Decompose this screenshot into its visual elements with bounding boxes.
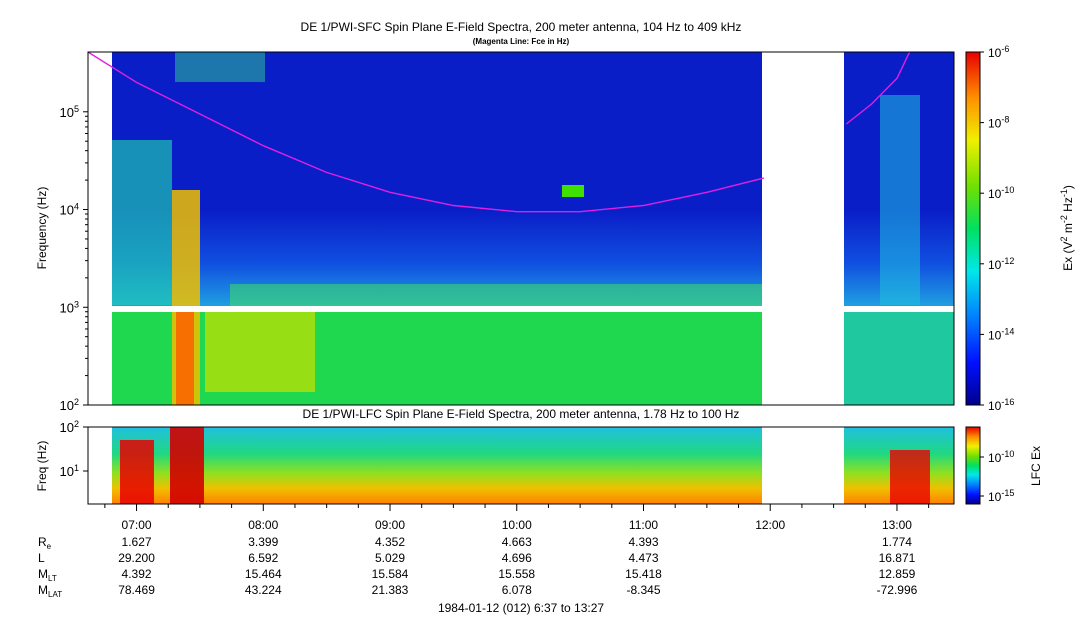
sfc-y-axis: 102 103 104 105 [60, 104, 88, 413]
sfc-emission-cyan-2 [880, 95, 920, 305]
lfc-colorbar-label: LFC Ex [1029, 446, 1043, 486]
time-axis: 07:00 08:00 09:00 10:00 11:00 12:00 13:00 [104, 504, 930, 532]
ephemeris-value: 15.584 [372, 567, 409, 581]
lfc-colorbar-tick-label: 10-10 [988, 449, 1014, 465]
lfc-spectrogram [88, 427, 954, 504]
sfc-emission-warm-2 [205, 312, 315, 392]
lfc-frame [87, 426, 955, 505]
ephemeris-value: 16.871 [879, 551, 916, 565]
lfc-burst-3 [890, 450, 930, 504]
ephemeris-value: 78.469 [118, 583, 155, 597]
ephemeris-row-name: L [38, 551, 45, 565]
ephemeris-value: -8.345 [626, 583, 660, 597]
sfc-colorbar-tick-label: 10-8 [988, 115, 1009, 131]
ephemeris-value: 3.399 [248, 535, 278, 549]
ephemeris-value: 4.473 [628, 551, 658, 565]
ephemeris-value: 12.859 [879, 567, 916, 581]
sfc-y-tick-label: 102 [60, 397, 79, 413]
lfc-burst-2 [170, 427, 204, 504]
sfc-colorbar-tick-label: 10-12 [988, 256, 1014, 272]
ephemeris-row-name: Re [38, 535, 52, 551]
sfc-y-label: Frequency (Hz) [35, 187, 49, 270]
sfc-colorbar-ticks: 10-6 10-8 10-10 10-12 10-14 10-16 [980, 44, 1014, 413]
ephemeris-value: 4.663 [502, 535, 532, 549]
ephemeris-value: 1.627 [122, 535, 152, 549]
ephemeris-value: -72.996 [877, 583, 918, 597]
sfc-colorbar-tick-label: 10-10 [988, 185, 1014, 201]
time-tick-label: 07:00 [122, 518, 152, 532]
lfc-y-tick-label: 101 [60, 463, 79, 479]
ephemeris-value: 4.393 [628, 535, 658, 549]
sfc-emission-hot-1 [176, 312, 194, 405]
sfc-freq-gap [88, 306, 954, 312]
ephemeris-value: 15.464 [245, 567, 282, 581]
lfc-title: DE 1/PWI-LFC Spin Plane E-Field Spectra,… [303, 407, 740, 421]
sfc-emission-band-2kHz [230, 284, 762, 306]
ephemeris-value: 4.352 [375, 535, 405, 549]
ephemeris-value: 4.696 [502, 551, 532, 565]
sfc-y-tick-label: 104 [60, 202, 79, 218]
ephemeris-value: 6.078 [502, 583, 532, 597]
sfc-spectrogram [88, 52, 954, 405]
ephemeris-value: 4.392 [122, 567, 152, 581]
sfc-subtitle: (Magenta Line: Fce in Hz) [473, 37, 570, 46]
lfc-colorbar-ticks: 10-10 10-15 [980, 449, 1014, 504]
lfc-data-region-1 [112, 427, 762, 504]
sfc-colorbar-tick-label: 10-6 [988, 44, 1009, 60]
sfc-colorbar-tick-label: 10-14 [988, 326, 1014, 342]
ephemeris-row-name: MLT [38, 567, 57, 583]
time-tick-label: 10:00 [502, 518, 532, 532]
sfc-colorbar-label: Ex (V2 m-2 Hz-1) [1059, 185, 1075, 271]
lfc-colorbar [965, 426, 981, 505]
ephemeris-value: 5.029 [375, 551, 405, 565]
sfc-y-tick-label: 105 [60, 104, 79, 120]
ephemeris-value: 29.200 [118, 551, 155, 565]
time-tick-label: 08:00 [248, 518, 278, 532]
sfc-y-tick-label: 103 [60, 299, 79, 315]
sfc-lowband-2 [844, 312, 954, 405]
lfc-burst-1 [120, 440, 154, 504]
sfc-title: DE 1/PWI-SFC Spin Plane E-Field Spectra,… [301, 20, 742, 34]
fce-magenta-line [88, 52, 765, 213]
sfc-narrowband-10kHz [562, 185, 584, 197]
ephemeris-value: 1.774 [882, 535, 912, 549]
ephemeris-value: 43.224 [245, 583, 282, 597]
sfc-frame [87, 51, 955, 406]
date-range-footer: 1984-01-12 (012) 6:37 to 13:27 [438, 601, 604, 615]
fce-magenta-line-segment-2 [845, 52, 911, 125]
sfc-colorbar [965, 51, 981, 406]
ephemeris-value: 21.383 [372, 583, 409, 597]
ephemeris-table: Re 1.627 3.399 4.352 4.663 4.393 1.774 L 29.200 6… [38, 535, 918, 599]
time-tick-label: 13:00 [882, 518, 912, 532]
ephemeris-row-name: MLAT [38, 583, 62, 599]
ephemeris-value: 15.418 [625, 567, 662, 581]
lfc-y-label: Freq (Hz) [35, 441, 49, 492]
sfc-colorbar-tick-label: 10-16 [988, 397, 1014, 413]
time-tick-label: 11:00 [629, 518, 658, 532]
sfc-emission-top [175, 52, 265, 82]
lfc-y-tick-label: 102 [60, 419, 79, 435]
ephemeris-value: 15.558 [498, 567, 535, 581]
time-tick-label: 12:00 [755, 518, 785, 532]
time-tick-label: 09:00 [375, 518, 405, 532]
lfc-y-axis: 101 102 [60, 419, 88, 479]
sfc-emission-cyan-1 [112, 140, 172, 305]
ephemeris-value: 6.592 [248, 551, 278, 565]
lfc-colorbar-tick-label: 10-15 [988, 488, 1014, 504]
